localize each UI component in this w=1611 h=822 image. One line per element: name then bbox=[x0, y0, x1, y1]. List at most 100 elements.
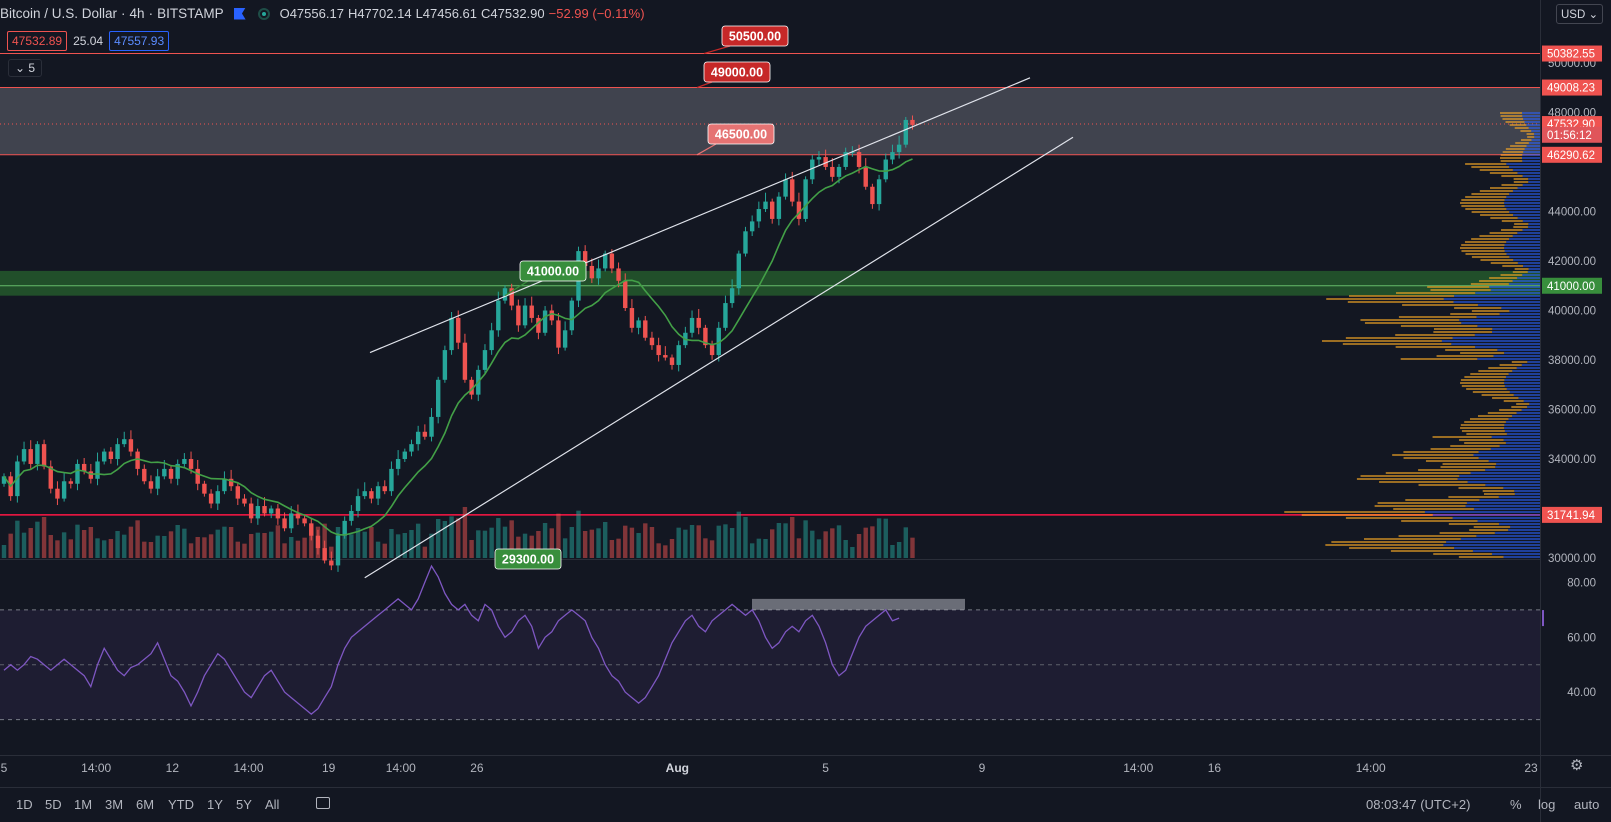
moving-average-line bbox=[3, 158, 913, 536]
volume-bar bbox=[148, 542, 154, 558]
timeframe-3m-button[interactable]: 3M bbox=[105, 797, 124, 812]
volume-bar bbox=[75, 524, 80, 558]
candle-body bbox=[188, 459, 194, 469]
volume-profile-bar bbox=[1514, 223, 1529, 225]
candle-body bbox=[536, 317, 541, 333]
volume-profile-bar bbox=[1461, 205, 1505, 207]
volume-profile-bar bbox=[1402, 304, 1478, 306]
volume-profile-bar bbox=[1377, 502, 1467, 504]
volume-profile-bar bbox=[1481, 394, 1514, 396]
volume-profile-bar bbox=[1430, 448, 1491, 450]
auto-scale-button[interactable]: auto bbox=[1574, 797, 1600, 812]
volume-profile-bar bbox=[1509, 238, 1540, 240]
volume-bar bbox=[155, 535, 160, 558]
timeframe-1m-button[interactable]: 1M bbox=[74, 797, 93, 812]
volume-profile-bar bbox=[1442, 463, 1497, 465]
timeframe-ytd-button[interactable]: YTD bbox=[168, 797, 194, 812]
volume-profile-bar bbox=[1508, 373, 1540, 375]
buy-price-button[interactable]: 47557.93 bbox=[109, 31, 170, 51]
timeframe-1d-button[interactable]: 1D bbox=[16, 797, 33, 812]
volume-profile-bar bbox=[1400, 358, 1478, 360]
candle-body bbox=[449, 317, 454, 351]
volume-profile-bar bbox=[1459, 319, 1540, 321]
volume-profile-bar bbox=[1485, 484, 1540, 486]
volume-profile-bar bbox=[1363, 538, 1461, 540]
ohlc-open: O47556.17 bbox=[279, 6, 344, 21]
volume-profile-bar bbox=[1503, 556, 1540, 558]
volume-profile-bar bbox=[1460, 424, 1505, 426]
candle-body bbox=[596, 268, 601, 279]
timeframe-all-button[interactable]: All bbox=[265, 797, 280, 812]
volume-profile-bar bbox=[1321, 340, 1442, 342]
volume-profile-bar bbox=[1425, 460, 1489, 462]
volume-bar bbox=[382, 543, 387, 558]
volume-profile-bar bbox=[1460, 382, 1505, 384]
volume-profile-bar bbox=[1498, 523, 1540, 525]
timeframe-1y-button[interactable]: 1Y bbox=[207, 797, 223, 812]
volume-profile-bar bbox=[1345, 517, 1453, 519]
candle-body bbox=[162, 468, 167, 477]
candle-body bbox=[863, 166, 868, 187]
candle-body bbox=[422, 431, 428, 437]
volume-bar bbox=[295, 540, 301, 558]
volume-profile-bar bbox=[1517, 172, 1540, 174]
volume-profile-bar bbox=[1506, 433, 1540, 435]
volume-profile-bar bbox=[1489, 277, 1518, 279]
log-scale-button[interactable]: log bbox=[1538, 797, 1556, 812]
currency-select[interactable]: USD ⌄ bbox=[1556, 4, 1604, 24]
volume-profile-bar bbox=[1509, 193, 1540, 195]
indicators-toggle-button[interactable]: ⌄ 5 bbox=[8, 59, 43, 77]
candle-body bbox=[469, 379, 474, 395]
timeframe-5y-button[interactable]: 5Y bbox=[236, 797, 252, 812]
rsi-axis-marker bbox=[1542, 610, 1544, 627]
market-status-icon[interactable] bbox=[257, 7, 270, 20]
volume-profile-bar bbox=[1345, 337, 1453, 339]
volume-profile-bar bbox=[1489, 172, 1518, 174]
candle-body bbox=[195, 468, 200, 484]
volume-profile-bar bbox=[1521, 364, 1540, 366]
volume-profile-bar bbox=[1527, 406, 1540, 408]
timeframe-5d-button[interactable]: 5D bbox=[45, 797, 62, 812]
clock-readout[interactable]: 08:03:47 (UTC+2) bbox=[1366, 797, 1471, 812]
volume-bar bbox=[342, 534, 347, 558]
volume-profile-bar bbox=[1473, 526, 1511, 528]
volume-profile-bar bbox=[1513, 226, 1528, 228]
volume-bar bbox=[402, 533, 407, 558]
volume-profile-bar bbox=[1504, 424, 1540, 426]
volume-profile-bar bbox=[1430, 289, 1491, 291]
candle-body bbox=[676, 345, 681, 365]
volume-profile-bar bbox=[1326, 298, 1444, 300]
volume-profile-bar bbox=[1461, 199, 1505, 201]
volume-profile-bar bbox=[1465, 253, 1507, 255]
volume-bar bbox=[603, 522, 608, 558]
volume-profile-bar bbox=[1508, 283, 1540, 285]
candle-body bbox=[168, 468, 174, 479]
timeframe-label[interactable]: 4h bbox=[129, 6, 145, 21]
price-axis-tag-label: 49008.23 bbox=[1547, 83, 1595, 95]
volume-profile-bar bbox=[1436, 355, 1494, 357]
calendar-icon[interactable] bbox=[316, 797, 330, 809]
percent-scale-button[interactable]: % bbox=[1510, 797, 1522, 812]
candle-body bbox=[589, 265, 595, 279]
timeframe-6m-button[interactable]: 6M bbox=[136, 797, 155, 812]
volume-profile-bar bbox=[1433, 331, 1493, 333]
price-axis-tag-label: 01:56:12 bbox=[1547, 130, 1592, 142]
volume-bar bbox=[676, 527, 681, 558]
volume-bar bbox=[770, 529, 775, 558]
symbol-name[interactable]: Bitcoin / U.S. Dollar bbox=[0, 6, 118, 21]
candle-body bbox=[696, 317, 701, 328]
volume-bar bbox=[248, 534, 254, 558]
candle-body bbox=[502, 288, 508, 301]
sell-price-button[interactable]: 47532.89 bbox=[7, 31, 68, 51]
volume-bar bbox=[389, 529, 394, 558]
volume-bar bbox=[756, 538, 762, 558]
volume-bar bbox=[422, 546, 428, 558]
volume-bar bbox=[823, 531, 828, 558]
volume-profile-bar bbox=[1460, 379, 1505, 381]
flag-icon[interactable] bbox=[233, 7, 246, 20]
volume-profile-bar bbox=[1473, 508, 1540, 510]
settings-gear-icon[interactable]: ⚙ bbox=[1570, 757, 1584, 774]
volume-profile-bar bbox=[1503, 487, 1540, 489]
volume-profile-bar bbox=[1504, 244, 1540, 246]
